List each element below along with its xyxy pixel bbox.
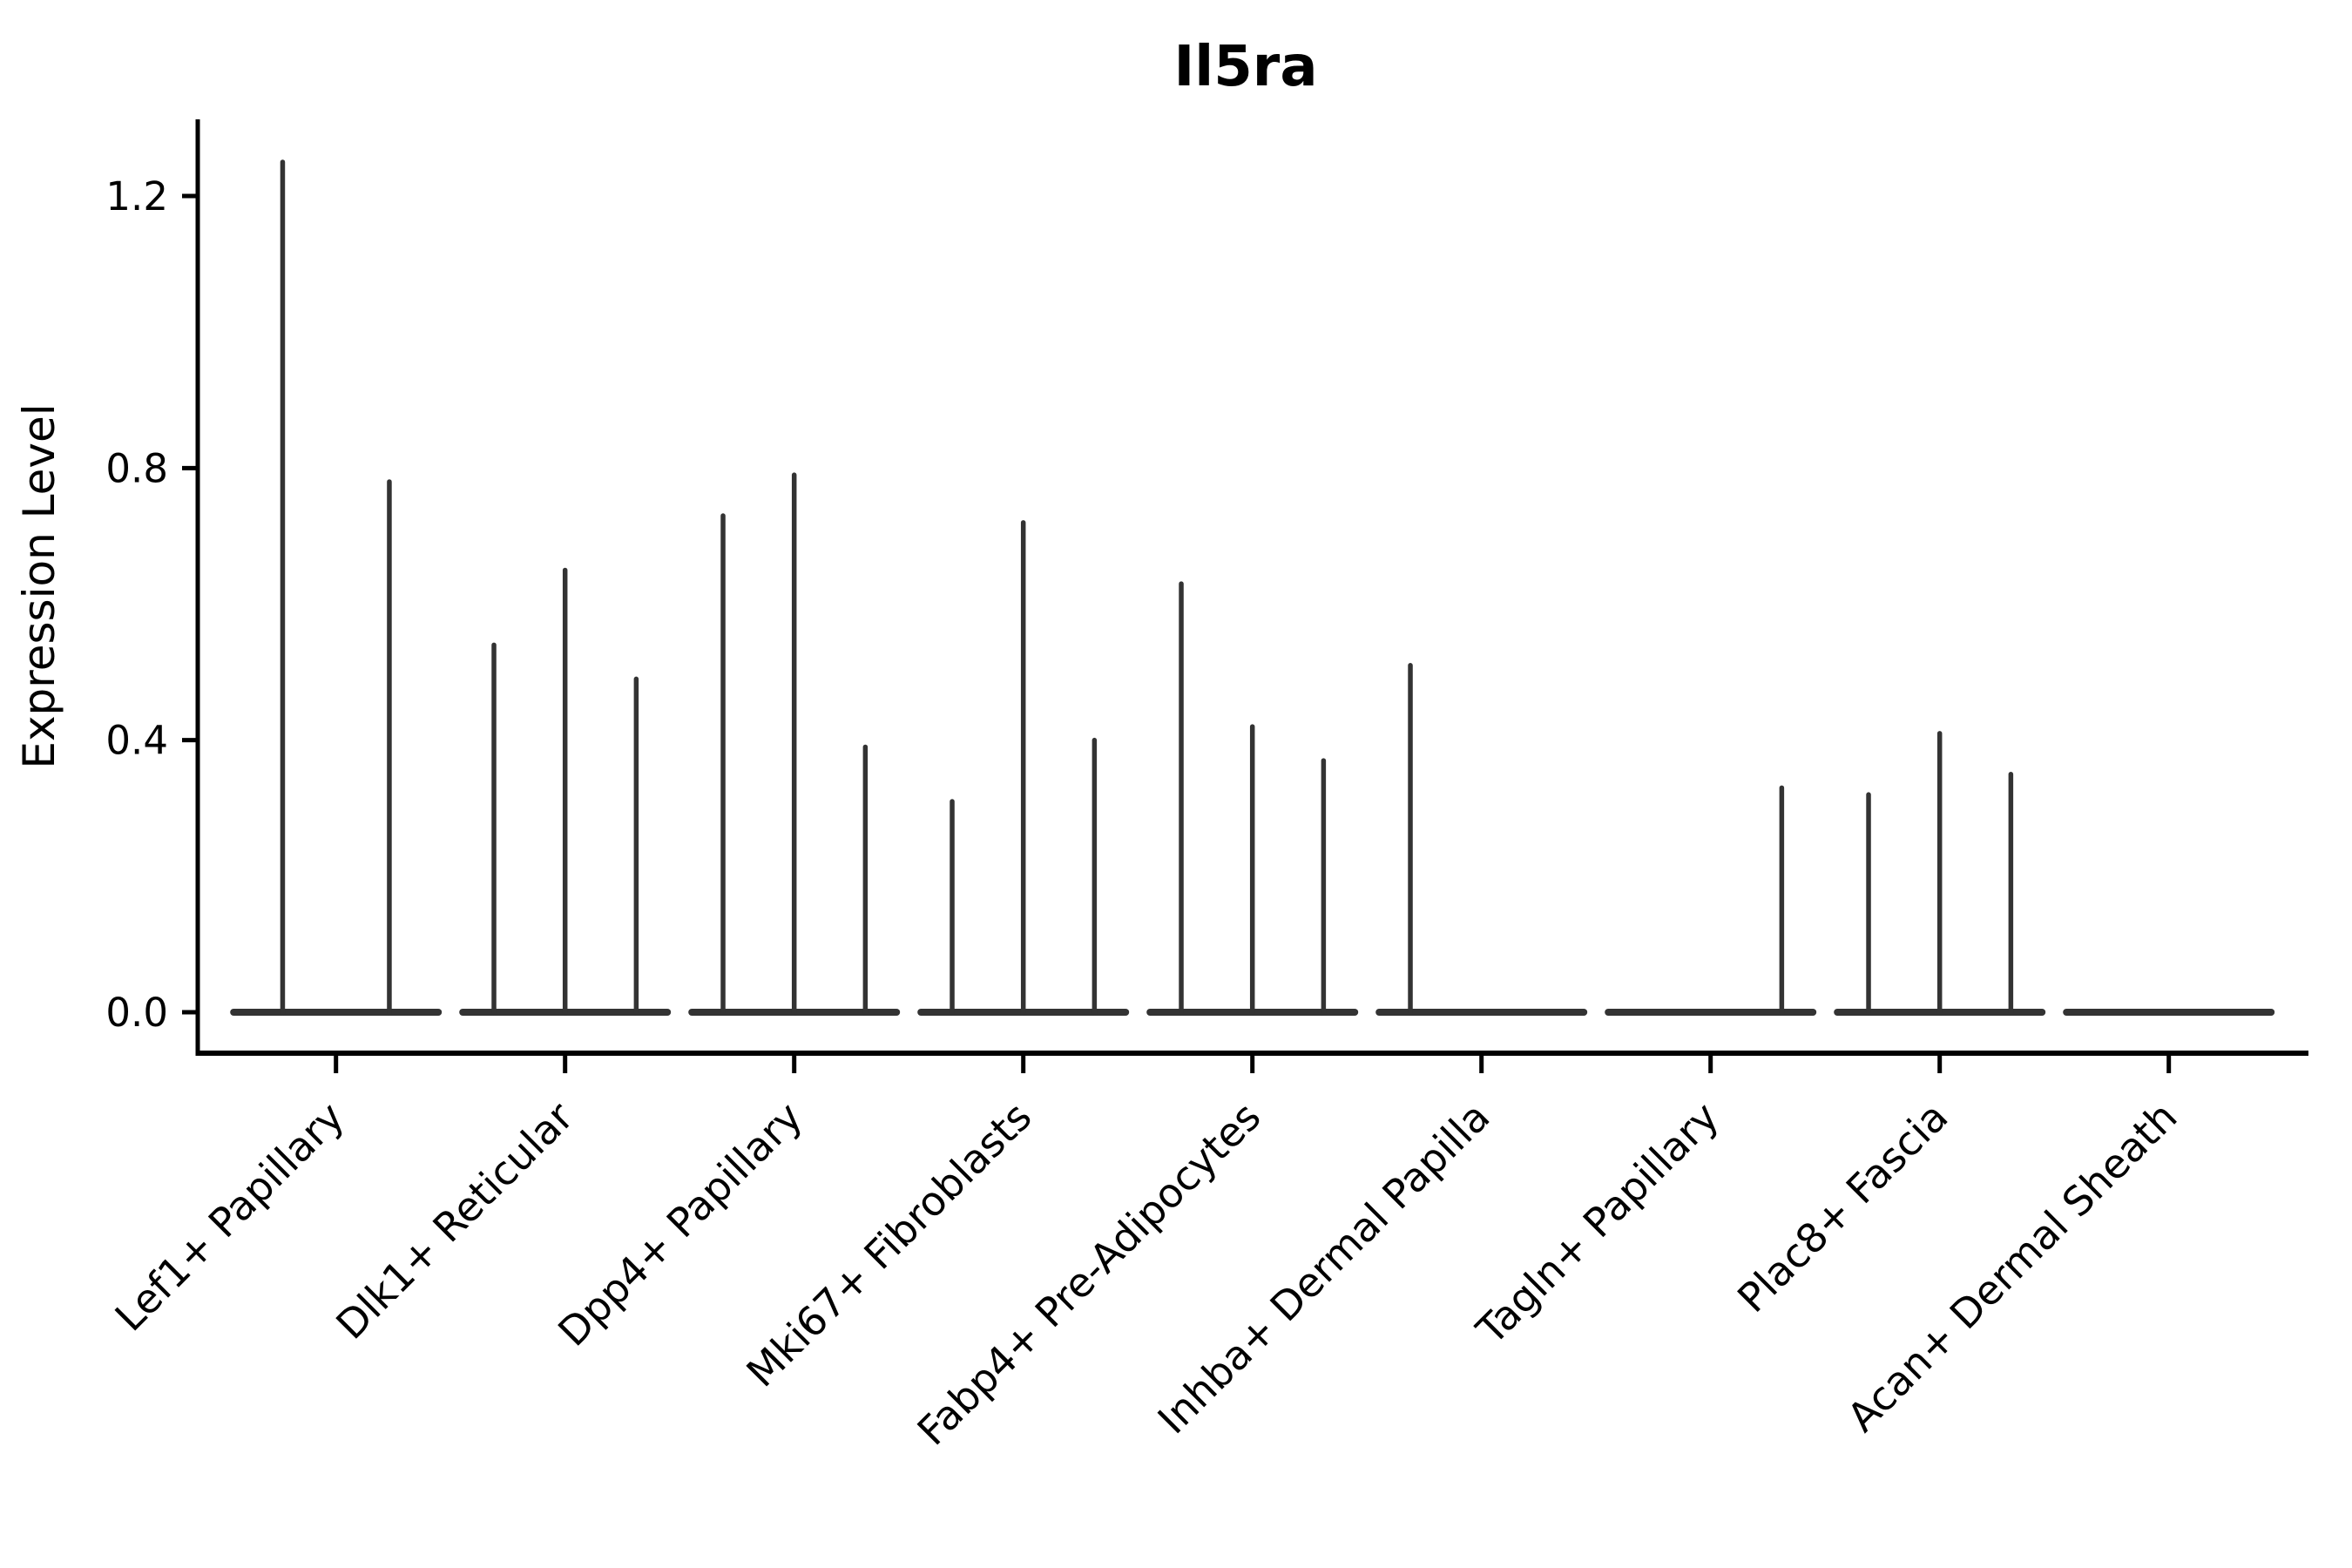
- y-tick-label: 0.0: [105, 990, 168, 1036]
- x-category-label: Plac8+ Fascia: [1728, 1093, 1957, 1321]
- violin-layer: [230, 159, 2275, 1016]
- chart-title: Il5ra: [1173, 35, 1317, 99]
- x-category-label: Tagln+ Papillary: [1467, 1093, 1728, 1355]
- y-axis-label: Expression Level: [14, 403, 64, 768]
- y-tick-label: 1.2: [105, 173, 168, 220]
- x-category-label: Dlk1+ Reticular: [327, 1093, 582, 1348]
- x-category-label: Lef1+ Papillary: [106, 1093, 354, 1341]
- y-tick-label: 0.8: [105, 445, 168, 491]
- axes-layer: [182, 119, 2308, 1073]
- y-tick-label: 0.4: [105, 718, 168, 764]
- x-category-label: Dpp4+ Papillary: [549, 1093, 811, 1355]
